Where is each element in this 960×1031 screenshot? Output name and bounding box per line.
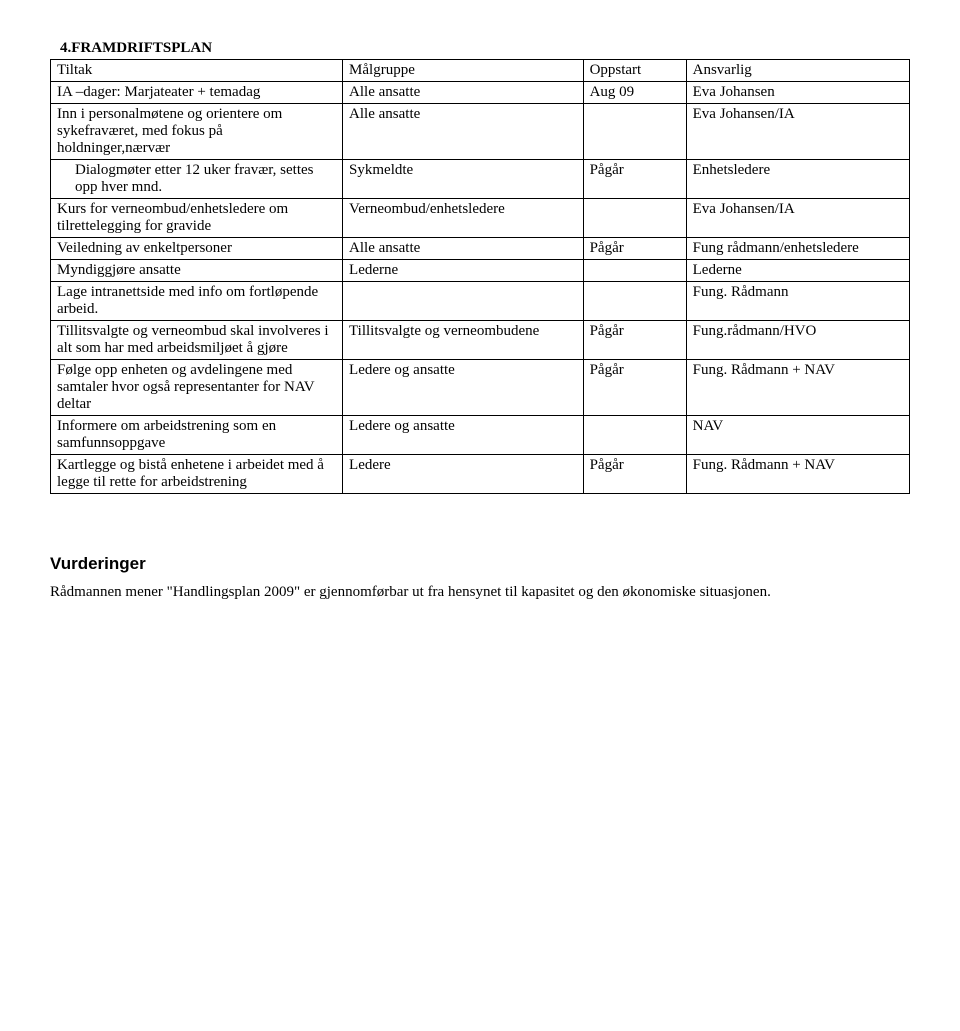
table-row: Kurs for verneombud/enhetsledere om tilr…	[51, 199, 910, 238]
table-row: Følge opp enheten og avdelingene med sam…	[51, 360, 910, 416]
cell-tiltak: Lage intranettside med info om fortløpen…	[51, 282, 343, 321]
cell-malgruppe: Sykmeldte	[343, 160, 584, 199]
cell-ansvarlig: Eva Johansen/IA	[686, 199, 909, 238]
framdriftsplan-table: Tiltak Målgruppe Oppstart Ansvarlig IA –…	[50, 59, 910, 494]
cell-ansvarlig: NAV	[686, 416, 909, 455]
cell-ansvarlig: Lederne	[686, 260, 909, 282]
cell-malgruppe: Lederne	[343, 260, 584, 282]
cell-oppstart	[583, 416, 686, 455]
col-header-malgruppe: Målgruppe	[343, 60, 584, 82]
cell-ansvarlig: Fung.rådmann/HVO	[686, 321, 909, 360]
cell-tiltak: Kurs for verneombud/enhetsledere om tilr…	[51, 199, 343, 238]
cell-tiltak: Informere om arbeidstrening som en samfu…	[51, 416, 343, 455]
cell-oppstart	[583, 199, 686, 238]
cell-oppstart: Pågår	[583, 455, 686, 494]
cell-ansvarlig: Eva Johansen	[686, 82, 909, 104]
table-row: Lage intranettside med info om fortløpen…	[51, 282, 910, 321]
cell-oppstart: Aug 09	[583, 82, 686, 104]
cell-oppstart: Pågår	[583, 160, 686, 199]
cell-malgruppe	[343, 282, 584, 321]
cell-malgruppe: Ledere og ansatte	[343, 416, 584, 455]
col-header-oppstart: Oppstart	[583, 60, 686, 82]
cell-tiltak: Myndiggjøre ansatte	[51, 260, 343, 282]
cell-ansvarlig: Enhetsledere	[686, 160, 909, 199]
cell-oppstart: Pågår	[583, 238, 686, 260]
table-row: Kartlegge og bistå enhetene i arbeidet m…	[51, 455, 910, 494]
cell-malgruppe: Tillitsvalgte og verneombudene	[343, 321, 584, 360]
cell-oppstart	[583, 104, 686, 160]
cell-malgruppe: Alle ansatte	[343, 104, 584, 160]
cell-malgruppe: Alle ansatte	[343, 82, 584, 104]
table-header-row: Tiltak Målgruppe Oppstart Ansvarlig	[51, 60, 910, 82]
cell-ansvarlig: Fung. Rådmann + NAV	[686, 360, 909, 416]
cell-tiltak: Kartlegge og bistå enhetene i arbeidet m…	[51, 455, 343, 494]
cell-oppstart	[583, 282, 686, 321]
table-row: IA –dager: Marjateater + temadagAlle ans…	[51, 82, 910, 104]
cell-ansvarlig: Fung. Rådmann	[686, 282, 909, 321]
cell-malgruppe: Alle ansatte	[343, 238, 584, 260]
cell-oppstart: Pågår	[583, 321, 686, 360]
cell-malgruppe: Ledere	[343, 455, 584, 494]
section-heading: 4.FRAMDRIFTSPLAN	[60, 40, 910, 57]
cell-oppstart: Pågår	[583, 360, 686, 416]
col-header-ansvarlig: Ansvarlig	[686, 60, 909, 82]
cell-tiltak: Inn i personalmøtene og orientere om syk…	[51, 104, 343, 160]
table-row: Dialogmøter etter 12 uker fravær, settes…	[51, 160, 910, 199]
cell-tiltak: IA –dager: Marjateater + temadag	[51, 82, 343, 104]
table-row: Informere om arbeidstrening som en samfu…	[51, 416, 910, 455]
cell-tiltak: Veiledning av enkeltpersoner	[51, 238, 343, 260]
cell-tiltak: Følge opp enheten og avdelingene med sam…	[51, 360, 343, 416]
col-header-tiltak: Tiltak	[51, 60, 343, 82]
cell-ansvarlig: Fung rådmann/enhetsledere	[686, 238, 909, 260]
cell-malgruppe: Ledere og ansatte	[343, 360, 584, 416]
cell-ansvarlig: Eva Johansen/IA	[686, 104, 909, 160]
cell-oppstart	[583, 260, 686, 282]
vurderinger-heading: Vurderinger	[50, 554, 910, 574]
table-row: Inn i personalmøtene og orientere om syk…	[51, 104, 910, 160]
cell-ansvarlig: Fung. Rådmann + NAV	[686, 455, 909, 494]
table-row: Myndiggjøre ansatteLederneLederne	[51, 260, 910, 282]
table-row: Veiledning av enkeltpersonerAlle ansatte…	[51, 238, 910, 260]
vurderinger-body: Rådmannen mener "Handlingsplan 2009" er …	[50, 584, 910, 601]
cell-tiltak: Tillitsvalgte og verneombud skal involve…	[51, 321, 343, 360]
table-row: Tillitsvalgte og verneombud skal involve…	[51, 321, 910, 360]
cell-tiltak: Dialogmøter etter 12 uker fravær, settes…	[51, 160, 343, 199]
cell-malgruppe: Verneombud/enhetsledere	[343, 199, 584, 238]
